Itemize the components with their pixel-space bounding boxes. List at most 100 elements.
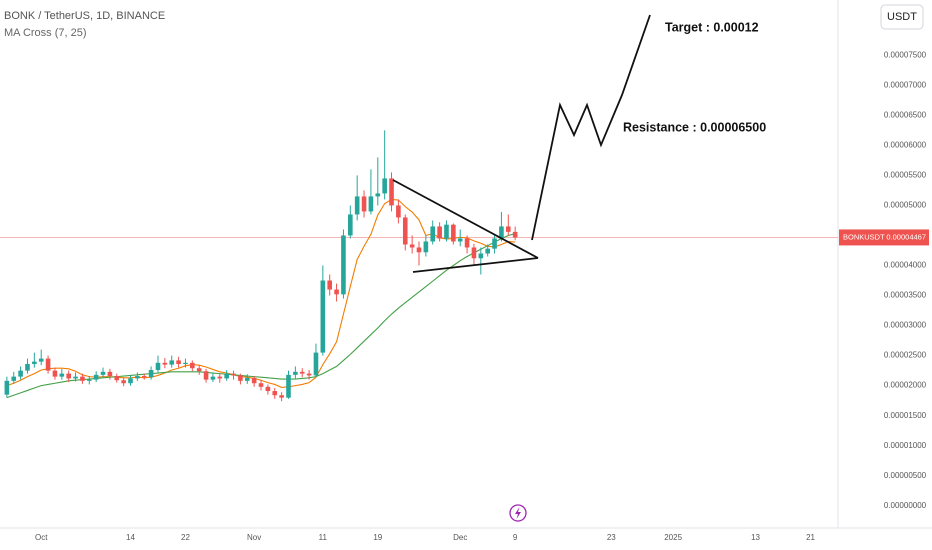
x-tick-label: 11 [319,533,328,542]
candle-body [348,214,353,236]
candle-body [444,224,449,239]
candle-body [18,370,23,377]
candle-body [169,360,175,365]
candle-body [334,289,339,295]
candle-body [176,360,181,365]
candle-body [73,376,78,379]
candle-body [11,376,17,381]
candle-body [238,375,243,381]
candle-body [313,352,319,376]
y-tick-label: 0.00001500 [884,411,927,420]
candle-body [203,371,209,380]
candle-body [52,370,58,377]
chart-title: BONK / TetherUS, 1D, BINANCE [4,10,165,22]
candle-body [45,358,51,371]
candle-body [327,280,333,290]
x-tick-label: 22 [181,533,190,542]
y-tick-label: 0.00005500 [884,171,927,180]
candle-body [492,238,497,249]
candle-body [100,371,106,375]
target-annotation: Target : 0.00012 [665,20,759,34]
candle-body [389,178,394,206]
y-tick-label: 0.00007000 [884,80,927,89]
candle-body [457,238,463,242]
plot-area [0,130,838,402]
x-tick-label: 19 [373,533,382,542]
currency-button[interactable] [880,4,924,30]
candle-body [306,373,312,376]
candle-body [155,362,161,371]
candle-body [361,196,367,212]
candle-body [107,371,113,377]
candle-body [451,224,456,242]
candle-body [38,358,44,362]
y-tick-label: 0.00003500 [884,291,927,300]
y-tick-label: 0.00001000 [884,441,927,450]
candle-body [272,391,278,396]
y-tick-label: 0.00002000 [884,381,927,390]
price-tag-value: 0.00004467 [886,232,926,241]
candle-body [217,376,223,379]
indicator-label: MA Cross (7, 25) [4,27,87,39]
candle-body [86,379,92,381]
candle-body [464,238,470,248]
x-tick-label: 21 [806,533,815,542]
candle-body [93,374,99,380]
projection-path [531,14,651,241]
candle-body [512,231,518,238]
candle-body [471,247,477,259]
x-tick-label: 14 [126,533,135,542]
candle-body [478,253,484,259]
candle-body [286,374,291,398]
candle-body [59,373,65,377]
candle-body [25,364,30,371]
candle-body [210,376,216,380]
candle-body [244,377,250,381]
icon-bolt[interactable] [515,507,521,519]
candle-body [114,376,120,381]
x-tick-label: Dec [453,533,467,542]
candle-body [341,235,346,295]
triangle-upper [392,179,539,259]
currency-label[interactable]: USDT [887,11,917,23]
y-tick-label: 0.00005000 [884,201,927,210]
y-tick-label: 0.00007500 [884,50,927,59]
candle-body [128,378,133,384]
candle-body [80,376,85,381]
candle-body [375,193,381,197]
drawings [392,14,651,273]
replay-icon[interactable] [509,504,527,522]
candle-body [258,383,264,387]
y-tick-label: 0.00003000 [884,321,927,330]
y-tick-label: 0.00000000 [884,501,927,510]
candle-body [396,205,401,218]
resistance-annotation: Resistance : 0.00006500 [623,120,766,134]
candle-body [505,226,511,232]
x-tick-label: 13 [751,533,760,542]
candle-body [183,362,188,365]
y-tick-label: 0.00004000 [884,261,927,270]
candle-body [437,226,442,239]
candle-body [416,247,422,253]
candle-body [141,376,147,378]
candle-body [148,370,154,378]
candle-body [382,178,387,194]
candle-body [265,386,271,392]
y-tick-label: 0.00006000 [884,140,927,149]
candle-body [190,362,195,369]
candle-body [66,373,71,379]
candle-body [224,373,229,379]
candle-body [485,248,490,254]
y-tick-label: 0.00000500 [884,471,927,480]
price-tag-symbol: BONKUSDT [843,232,885,241]
candle-body [368,196,374,212]
candle-body [4,380,10,395]
candle-body [499,226,504,239]
x-tick-label: 9 [513,533,518,542]
candle-body [162,362,168,365]
candle-body [320,280,326,353]
candle-body [279,395,284,398]
x-tick-label: Oct [35,533,48,542]
